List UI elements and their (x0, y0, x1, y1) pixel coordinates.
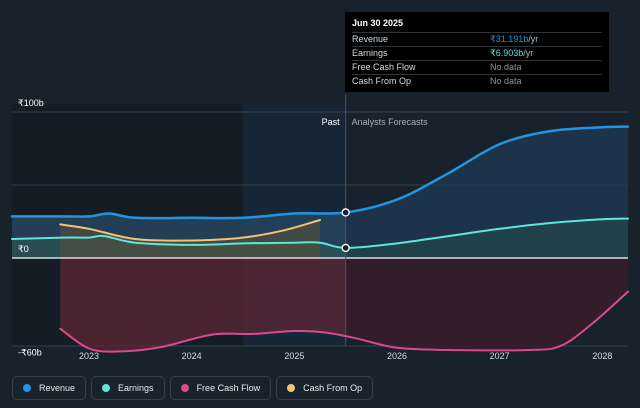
legend-item-free-cash-flow[interactable]: Free Cash Flow (169, 376, 272, 400)
legend-item-cash-from-op[interactable]: Cash From Op (276, 376, 374, 400)
legend-label: Revenue (39, 383, 76, 393)
forecast-label: Analysts Forecasts (352, 117, 429, 127)
legend-dot-icon (102, 384, 111, 392)
tooltip-value: No data (490, 62, 522, 72)
legend-label: Free Cash Flow (196, 383, 261, 393)
free-cash-flow-line (59, 290, 629, 353)
tooltip-label: Cash From Op (352, 76, 412, 86)
legend-label: Earnings (118, 383, 154, 393)
legend-dot-icon (23, 384, 31, 392)
legend-label: Cash From Op (303, 383, 363, 393)
tooltip-label: Revenue (352, 34, 389, 44)
free-cash-flow-area-past (60, 258, 346, 352)
earnings-point-marker (341, 243, 350, 253)
tooltip-row-free-cash-flow: Free Cash Flow No data (352, 60, 602, 74)
revenue-point-marker (341, 208, 350, 217)
x-tick-label: 2024 (182, 351, 202, 361)
revenue-line (10, 125, 630, 220)
legend: Revenue Earnings Free Cash Flow Cash Fro… (12, 376, 374, 400)
x-tick-label: 2027 (490, 351, 510, 361)
earnings-line (11, 217, 629, 249)
legend-dot-icon (287, 384, 296, 392)
x-tick-label: 2028 (592, 351, 612, 361)
tooltip-row-revenue: Revenue ₹31.191b /yr (352, 32, 602, 46)
tooltip-value: No data (490, 76, 522, 86)
tooltip-date: Jun 30 2025 (352, 18, 404, 28)
legend-item-revenue[interactable]: Revenue (12, 376, 87, 400)
legend-dot-icon (180, 384, 189, 392)
tooltip-unit: /yr (528, 34, 539, 44)
tooltip-unit: /yr (523, 48, 534, 58)
x-tick-label: 2025 (284, 351, 304, 361)
free-cash-flow-area-forecast (345, 258, 628, 351)
tooltip-value: ₹31.191b (490, 34, 529, 44)
y-tick-label: ₹100b (18, 98, 44, 108)
legend-item-earnings[interactable]: Earnings (91, 376, 165, 400)
cash-from-op-area (60, 220, 321, 258)
tooltip-label: Earnings (352, 48, 388, 58)
tooltip: Jun 30 2025 Revenue ₹31.191b /yr Earning… (345, 12, 609, 92)
tooltip-value: ₹6.903b (490, 48, 524, 58)
tooltip-row-earnings: Earnings ₹6.903b /yr (352, 46, 602, 60)
tooltip-row-cash-from-op: Cash From Op No data (352, 74, 602, 88)
past-label: Past (322, 117, 341, 127)
x-tick-label: 2023 (79, 351, 99, 361)
cash-from-op-line (59, 219, 321, 242)
earnings-area-forecast (345, 218, 628, 258)
x-tick-label: 2026 (387, 351, 407, 361)
y-tick-label: -₹60b (18, 348, 42, 358)
tooltip-label: Free Cash Flow (352, 62, 416, 72)
y-tick-label: ₹0 (18, 244, 29, 254)
